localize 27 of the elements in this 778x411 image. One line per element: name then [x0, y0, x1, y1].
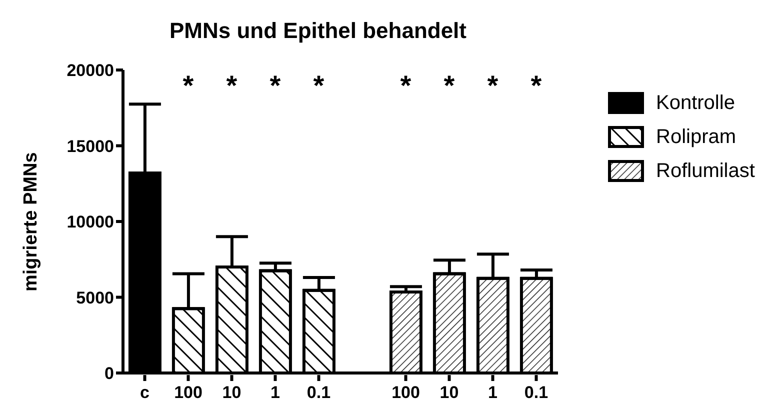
x-tick-label: 1 — [488, 383, 498, 402]
y-tick-label: 5000 — [76, 288, 114, 308]
annotation: * — [486, 70, 500, 101]
annotation: * — [182, 70, 195, 101]
y-tick-label: 0 — [104, 364, 114, 384]
x-tick-label: 0.1 — [306, 383, 331, 402]
legend-label: Roflumilast — [656, 160, 755, 182]
legend-label: Kontrolle — [656, 92, 735, 114]
x-tick-label: 0.1 — [524, 383, 548, 402]
y-tick-label: 10000 — [66, 212, 114, 232]
x-tick-label: 10 — [440, 383, 459, 402]
y-tick-label: 15000 — [66, 136, 114, 156]
x-tick-label: c — [140, 383, 150, 402]
y-tick-label: 20000 — [66, 61, 114, 80]
x-tick-label: 1 — [270, 383, 280, 402]
annotation: * — [312, 70, 326, 101]
x-tick-label: 10 — [222, 383, 242, 402]
y-axis-title: migrierte PMNs — [20, 152, 42, 292]
annotation: * — [399, 70, 412, 101]
annotation: * — [225, 70, 238, 101]
chart-title: PMNs und Epithel behandelt — [168, 18, 468, 44]
x-tick-label: 100 — [392, 383, 420, 402]
legend-label: Rolipram — [656, 126, 736, 148]
x-tick-label: 100 — [174, 383, 202, 402]
annotation: * — [268, 70, 282, 101]
annotation: * — [530, 70, 543, 101]
annotation: * — [442, 70, 456, 101]
